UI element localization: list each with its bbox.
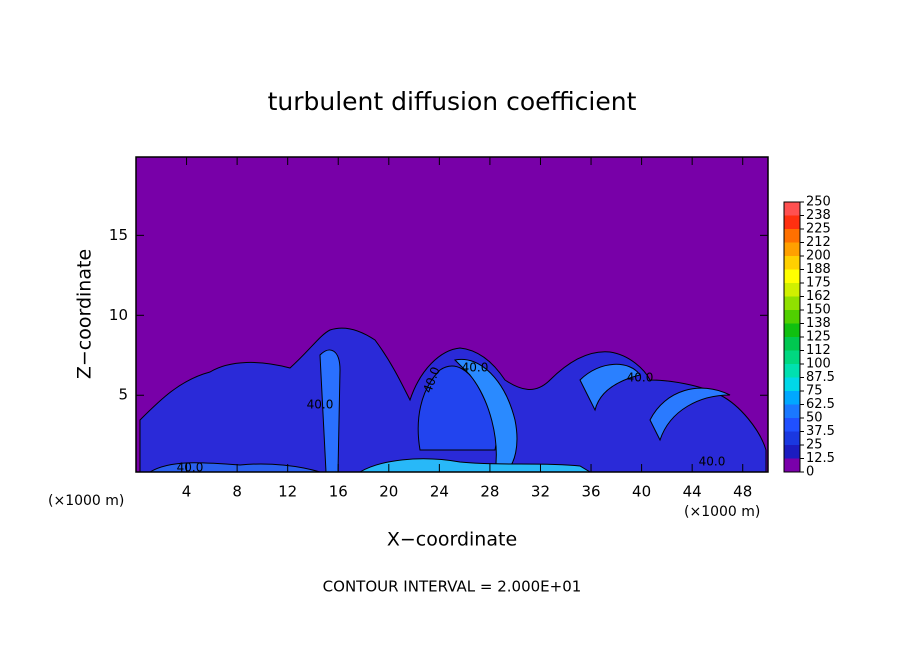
plot-frame [135,156,769,473]
colorbar-label: 125 [806,330,831,345]
colorbar-label: 138 [806,316,831,331]
contour-label: 40.0 [177,461,204,475]
colorbar-swatch [784,364,800,378]
field-region [453,358,518,473]
field-region [579,363,641,412]
colorbar-swatch [784,215,800,229]
colorbar-label: 250 [806,195,831,210]
field-region [319,349,341,473]
field [136,157,768,473]
colorbar-label: 50 [806,411,823,426]
colorbar-label: 37.5 [806,424,835,439]
colorbar-swatch [784,391,800,405]
colorbar-swatch [784,431,800,445]
colorbar-label: 0 [806,465,814,480]
colorbar-swatch [784,269,800,283]
colorbar-label: 62.5 [806,397,835,412]
x-tick-label: 28 [480,483,499,501]
colorbar-label: 25 [806,438,823,453]
colorbar-swatch [784,229,800,243]
colorbar-swatch [784,202,800,216]
x-tick-label: 36 [581,483,600,501]
colorbar-label: 212 [806,235,831,250]
footer-note: CONTOUR INTERVAL = 2.000E+01 [323,578,582,596]
contour-label: 40.0 [699,455,726,469]
chart-title: turbulent diffusion coefficient [268,87,637,116]
y-tick-label: 5 [118,386,128,404]
y-tick-label: 10 [109,306,128,324]
colorbar-label: 112 [806,343,831,358]
x-tick-label: 24 [430,483,449,501]
contour-label: 40.0 [307,398,334,412]
y-axis-label: Z−coordinate [74,249,96,379]
field-region [148,462,321,473]
x-tick-label: 16 [329,483,348,501]
colorbar-swatch [784,458,800,472]
colorbar-swatch [784,310,800,324]
colorbar-swatch [784,283,800,297]
x-axis-label: X−coordinate [387,529,517,551]
colorbar-swatch [784,377,800,391]
contour-label: 40.0 [462,361,489,375]
colorbar-label: 238 [806,208,831,223]
x-unit-label: (×1000 m) [684,504,760,520]
colorbar-swatch [784,242,800,256]
x-tick-label: 32 [531,483,550,501]
colorbar-swatch [784,404,800,418]
x-tick-label: 8 [232,483,242,501]
field-region [649,387,731,442]
colorbar-label: 162 [806,289,831,304]
colorbar-swatch [784,418,800,432]
y-tick-label: 15 [109,226,128,244]
x-tick-label: 44 [683,483,702,501]
x-tick-label: 20 [379,483,398,501]
colorbar-label: 75 [806,384,823,399]
colorbar-swatch [784,350,800,364]
colorbar-label: 12.5 [806,451,835,466]
colorbar-label: 188 [806,262,831,277]
x-tick-label: 4 [182,483,192,501]
x-unit-label: (×1000 m) [48,493,124,509]
colorbar-label: 175 [806,276,831,291]
colorbar-swatch [784,445,800,459]
colorbar-label: 225 [806,222,831,237]
colorbar-label: 150 [806,303,831,318]
field-region [358,458,592,473]
x-tick-label: 40 [632,483,651,501]
contour-label: 40.0 [627,371,654,385]
colorbar-swatch [784,323,800,337]
x-tick-label: 12 [278,483,297,501]
colorbar-label: 87.5 [806,370,835,385]
colorbar-swatch [784,296,800,310]
colorbar-label: 200 [806,249,831,264]
colorbar-swatch [784,256,800,270]
x-tick-label: 48 [733,483,752,501]
colorbar-swatch [784,337,800,351]
colorbar-label: 100 [806,357,831,372]
